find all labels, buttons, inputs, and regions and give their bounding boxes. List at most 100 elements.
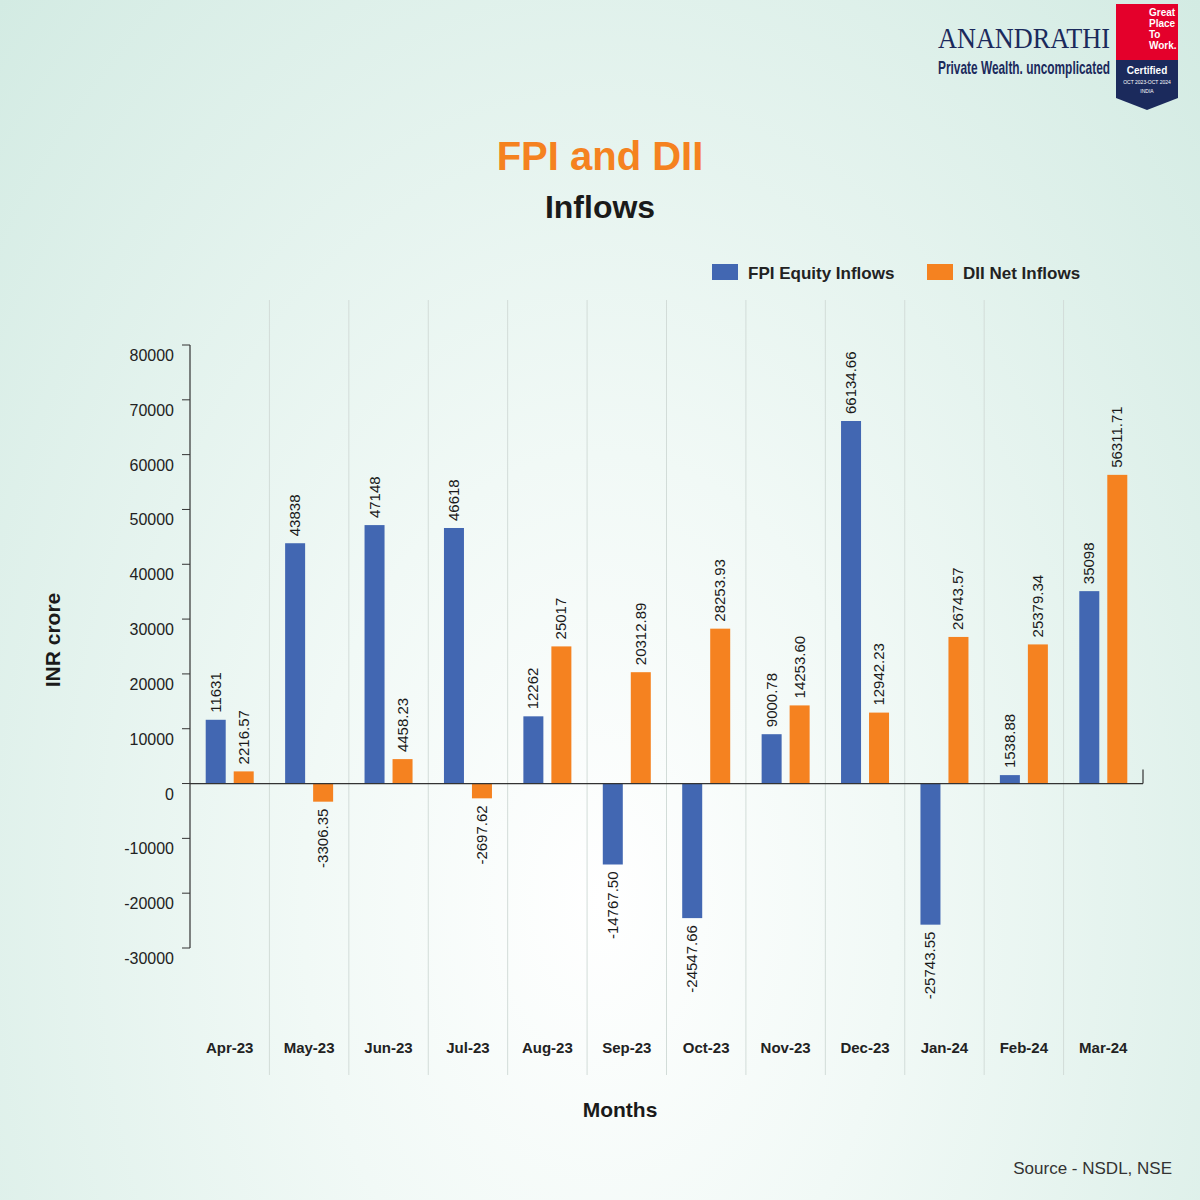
data-label: 11631: [207, 672, 224, 713]
data-label: 43838: [286, 495, 303, 537]
category-separator: [825, 300, 826, 1075]
bar: [365, 525, 385, 783]
y-tick-label: 70000: [130, 402, 175, 419]
x-axis: Apr-23May-23Jun-23Jul-23Aug-23Sep-23Oct-…: [206, 1039, 1128, 1056]
badge-title-line: Place: [1149, 18, 1176, 29]
y-tick-label: 80000: [130, 347, 175, 364]
y-tick: [182, 619, 190, 620]
bar: [841, 421, 861, 784]
data-label: 56311.71: [1108, 406, 1125, 467]
bar: [1028, 644, 1048, 783]
bar: [313, 784, 333, 802]
y-axis: -30000-20000-100000100002000030000400005…: [124, 345, 190, 967]
x-tick-label: Jan-24: [921, 1039, 969, 1056]
bar: [1107, 475, 1127, 784]
legend: FPI Equity InflowsDII Net Inflows: [712, 264, 1080, 283]
bar: [869, 713, 889, 784]
bar: [762, 734, 782, 783]
x-tick-label: Dec-23: [840, 1039, 889, 1056]
category-separator: [428, 300, 429, 1075]
y-tick-label: -10000: [124, 840, 174, 857]
subtitle: Inflows: [545, 189, 655, 225]
badge-period: OCT 2023-OCT 2024: [1123, 79, 1171, 85]
y-tick: [182, 838, 190, 839]
bar: [790, 705, 810, 783]
bar: [234, 771, 254, 783]
y-tick-label: 20000: [130, 676, 175, 693]
y-tick: [182, 564, 190, 565]
bar: [472, 784, 492, 799]
data-label: 20312.89: [632, 603, 649, 666]
y-tick-label: 40000: [130, 566, 175, 583]
badge-title-line: Great: [1149, 7, 1176, 18]
title: FPI and DII: [497, 134, 704, 178]
y-tick-label: 0: [165, 786, 174, 803]
category-separator: [269, 300, 270, 1075]
y-tick: [182, 673, 190, 674]
bar: [523, 716, 543, 783]
category-separator: [745, 300, 746, 1075]
category-separator: [666, 300, 667, 1075]
category-separator: [1063, 300, 1064, 1075]
bar: [444, 528, 464, 784]
bar: [710, 629, 730, 784]
bar: [948, 637, 968, 784]
y-tick-label: 30000: [130, 621, 175, 638]
bar: [631, 672, 651, 783]
bar: [206, 720, 226, 784]
y-tick-label: 60000: [130, 457, 175, 474]
data-label: 12262: [524, 668, 541, 710]
brand-tagline: Private Wealth. uncomplicated: [938, 57, 1110, 78]
legend-swatch: [927, 264, 953, 280]
x-tick-label: Aug-23: [522, 1039, 573, 1056]
data-label: 35098: [1080, 542, 1097, 584]
chart-stage: FPI and DII Inflows Source - NSDL, NSE ANAN…: [0, 0, 1200, 1200]
category-separator: [587, 300, 588, 1075]
x-tick-label: Jun-23: [364, 1039, 412, 1056]
legend-swatch: [712, 264, 738, 280]
x-tick-label: May-23: [284, 1039, 335, 1056]
x-tick-label: Apr-23: [206, 1039, 254, 1056]
badge-title-line: Work.: [1149, 40, 1177, 51]
bar: [920, 784, 940, 925]
zero-baseline: [190, 783, 1143, 784]
x-tick-label: Oct-23: [683, 1039, 730, 1056]
grid: [269, 300, 1063, 1075]
y-tick: [182, 454, 190, 455]
badge: GreatPlaceToWork. Certified OCT 2023-OCT 2…: [1116, 4, 1178, 110]
badge-certified: Certified: [1127, 65, 1168, 76]
data-label: 46618: [445, 479, 462, 521]
y-axis-title: INR crore: [41, 593, 64, 688]
y-tick: [182, 893, 190, 894]
badge-title: GreatPlaceToWork.: [1149, 7, 1177, 51]
data-label: 28253.93: [711, 559, 728, 622]
bar: [551, 646, 571, 783]
y-tick-label: 50000: [130, 511, 175, 528]
badge-title-line: To: [1149, 29, 1160, 40]
data-label: 25017: [552, 598, 569, 640]
y-axis-line: [189, 345, 190, 948]
bar: [393, 759, 413, 783]
data-label: 26743.57: [949, 567, 966, 630]
category-separator: [507, 300, 508, 1075]
y-tick: [182, 509, 190, 510]
category-separator: [984, 300, 985, 1075]
bar: [1079, 591, 1099, 783]
brand-name: ANANDRATHI: [938, 21, 1110, 54]
data-labels: 1163143838471484661812262-14767.50-24547…: [207, 351, 1126, 999]
data-label: 66134.66: [842, 351, 859, 414]
data-label: -24547.66: [683, 925, 700, 993]
category-separator: [904, 300, 905, 1075]
data-label: -14767.50: [604, 871, 621, 939]
legend-label: DII Net Inflows: [963, 264, 1080, 283]
data-label: 2216.57: [235, 710, 252, 764]
y-tick: [182, 783, 190, 784]
chart-svg: FPI and DII Inflows Source - NSDL, NSE ANAN…: [0, 0, 1200, 1200]
bars: [206, 421, 1128, 925]
bar: [1000, 775, 1020, 783]
y-tick: [182, 345, 190, 346]
data-label: -3306.35: [314, 809, 331, 868]
x-tick-label: Sep-23: [602, 1039, 651, 1056]
data-label: 14253.60: [791, 636, 808, 699]
source-note: Source - NSDL, NSE: [1013, 1159, 1172, 1178]
